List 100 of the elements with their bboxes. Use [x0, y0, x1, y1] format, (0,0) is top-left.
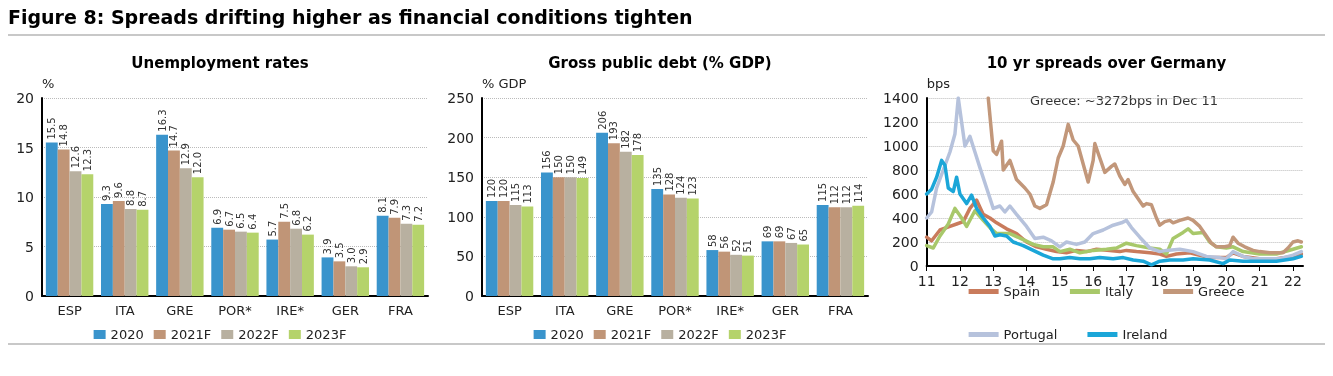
bar — [828, 207, 841, 296]
bar — [191, 177, 204, 296]
data-label: 123 — [687, 176, 699, 196]
x-tick-label: 16 — [1084, 273, 1103, 289]
y-tick-label: 20 — [16, 90, 34, 106]
bar — [797, 244, 809, 296]
data-label: 8.7 — [137, 190, 148, 207]
annotation: Greece: ~3272bps in Dec 11 — [1030, 93, 1218, 108]
data-label: 67 — [785, 227, 797, 240]
legend-label: 2021F — [610, 327, 652, 342]
y-tick-label: 0 — [465, 288, 474, 304]
data-label: 120 — [486, 178, 498, 198]
bar — [69, 171, 82, 296]
data-label: 6.5 — [235, 212, 247, 229]
data-label: 114 — [852, 183, 864, 203]
data-label: 206 — [596, 110, 608, 130]
bar — [302, 234, 314, 296]
bar — [852, 205, 865, 296]
data-label: 6.7 — [223, 210, 235, 227]
y-tick-label: 250 — [447, 90, 474, 106]
legend-label: 2023F — [745, 327, 787, 342]
chart-title: Unemployment rates — [131, 53, 309, 72]
y-tick-label: 1400 — [882, 90, 919, 106]
bar — [730, 254, 742, 296]
legend-label: 2020 — [550, 327, 584, 342]
bar — [596, 132, 608, 296]
data-label: 3.9 — [322, 238, 333, 255]
legend-label: Portugal — [1003, 327, 1058, 342]
data-label: 2.9 — [357, 248, 369, 265]
bar — [136, 209, 149, 296]
data-label: 52 — [730, 239, 742, 252]
y-tick-label: 600 — [891, 186, 919, 202]
data-label: 149 — [577, 155, 588, 175]
y-tick-label: 200 — [447, 129, 474, 146]
x-tick-label: ITA — [114, 303, 135, 318]
data-label: 9.3 — [101, 185, 113, 201]
bar — [619, 151, 632, 296]
bar — [112, 200, 125, 296]
legend-label: 2020 — [110, 327, 144, 342]
bar — [101, 203, 113, 296]
data-label: 51 — [742, 239, 754, 253]
y-axis-title: bps — [926, 76, 951, 91]
y-tick-label: 5 — [25, 238, 34, 255]
data-label: 56 — [718, 235, 730, 249]
x-tick-label: POR* — [658, 303, 693, 318]
data-label: 115 — [817, 182, 829, 202]
x-tick-label: 17 — [1117, 273, 1136, 289]
data-label: 65 — [797, 228, 809, 242]
data-label: 5.7 — [266, 220, 278, 237]
x-tick-label: 18 — [1150, 273, 1169, 289]
bar — [179, 168, 192, 296]
data-label: 120 — [498, 178, 510, 198]
bar — [246, 232, 259, 296]
legend-label: 2022F — [678, 327, 719, 342]
data-label: 12.3 — [81, 148, 93, 172]
bar — [235, 231, 247, 296]
bar — [816, 204, 829, 296]
data-label: 128 — [663, 172, 675, 192]
data-label: 124 — [675, 175, 687, 195]
data-label: 6.8 — [290, 209, 302, 226]
x-tick-label: 12 — [951, 273, 969, 289]
bar — [785, 242, 798, 296]
data-label: 69 — [762, 225, 773, 239]
bar — [675, 197, 687, 296]
data-label: 3.5 — [333, 242, 345, 259]
x-tick-label: 21 — [1250, 273, 1269, 289]
data-label: 156 — [541, 150, 553, 170]
bar — [651, 189, 664, 296]
bar — [552, 177, 565, 296]
bar — [357, 267, 369, 296]
x-tick-label: GRE — [606, 303, 634, 318]
chart-title: Gross public debt (% GDP) — [548, 53, 772, 72]
y-tick-label: 1000 — [882, 138, 919, 154]
data-label: 193 — [608, 121, 620, 141]
y-tick-label: 10 — [16, 189, 34, 205]
legend-label: 2022F — [238, 327, 279, 342]
data-label: 8.8 — [125, 189, 137, 206]
y-tick-label: 200 — [891, 234, 919, 250]
bar — [333, 261, 346, 296]
data-label: 12.6 — [70, 145, 81, 169]
data-label: 7.3 — [400, 204, 412, 221]
bar — [608, 143, 620, 296]
line-series — [924, 96, 1304, 261]
data-label: 12.9 — [180, 143, 192, 166]
data-label: 115 — [510, 182, 521, 202]
x-tick-label: GER — [771, 303, 799, 318]
bar — [45, 142, 58, 296]
x-tick-label: 22 — [1284, 273, 1302, 289]
bar — [564, 177, 577, 296]
data-label: 58 — [706, 234, 718, 248]
x-tick-label: 13 — [984, 273, 1003, 289]
bar — [156, 134, 168, 296]
bar — [211, 227, 224, 296]
data-label: 6.2 — [302, 215, 314, 232]
y-axis-title: % GDP — [482, 76, 527, 91]
bar — [290, 228, 302, 296]
bar — [388, 217, 401, 296]
data-label: 150 — [553, 155, 565, 175]
bar — [706, 250, 719, 296]
data-label: 8.1 — [377, 196, 389, 213]
